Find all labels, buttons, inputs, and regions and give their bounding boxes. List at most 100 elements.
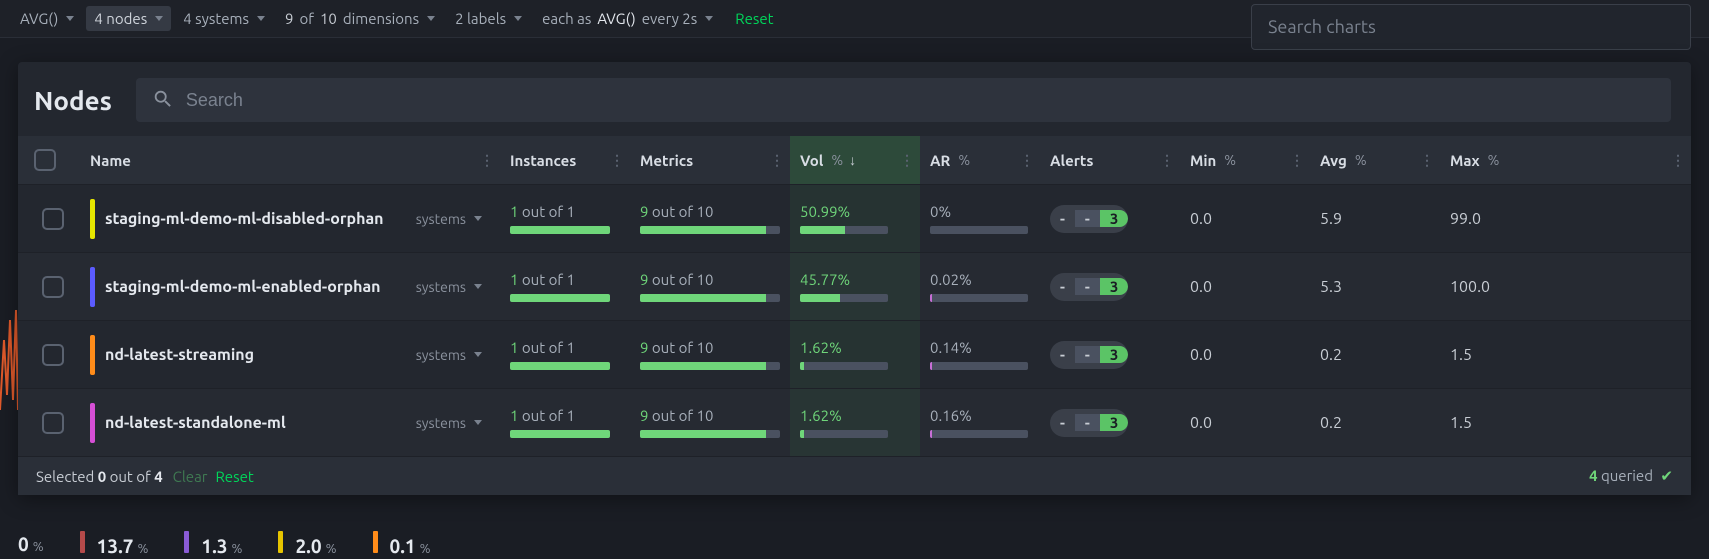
alerts-pill[interactable]: - - 3 xyxy=(1050,409,1128,437)
menu-dots-icon[interactable]: ⋮ xyxy=(480,152,494,169)
panel-search-input[interactable] xyxy=(186,90,1655,111)
avg-value: 5.3 xyxy=(1320,278,1342,296)
chevron-down-icon xyxy=(155,16,163,21)
filter-each[interactable]: each as AVG() every 2s xyxy=(534,6,721,31)
instances-bar xyxy=(510,226,610,234)
systems-chip[interactable]: systems xyxy=(416,279,482,295)
cell-alerts: - - 3 xyxy=(1040,197,1180,241)
vol-bar xyxy=(800,362,888,370)
filter-dimensions[interactable]: 9 of 10 dimensions xyxy=(277,6,443,31)
row-checkbox[interactable] xyxy=(42,208,64,230)
ar-value: 0.16% xyxy=(930,407,1030,424)
queried-count: 4 xyxy=(1589,467,1597,484)
cell-checkbox xyxy=(18,336,80,374)
col-avg[interactable]: Avg%⋮ xyxy=(1310,152,1440,169)
node-name: staging-ml-demo-ml-disabled-orphan xyxy=(105,209,384,229)
alerts-pill[interactable]: - - 3 xyxy=(1050,205,1128,233)
mini-unit: % xyxy=(137,542,148,556)
clear-link[interactable]: Clear xyxy=(173,468,208,485)
reset-link-footer[interactable]: Reset xyxy=(215,468,253,485)
metrics-text: 9 out of 10 xyxy=(640,203,780,220)
chevron-down-icon xyxy=(514,16,522,21)
mini-color-bar xyxy=(80,531,85,553)
cell-ar: 0% xyxy=(920,195,1040,242)
menu-dots-icon[interactable]: ⋮ xyxy=(1290,152,1304,169)
systems-chip[interactable]: systems xyxy=(416,211,482,227)
chevron-down-icon xyxy=(474,352,482,357)
table-row: nd-latest-standalone-ml systems 1 out of… xyxy=(18,388,1691,456)
mini-metric: 0.1 % xyxy=(357,531,447,557)
col-instances[interactable]: Instances⋮ xyxy=(500,152,630,169)
dim-total: 10 xyxy=(320,10,337,27)
metrics-bar xyxy=(640,226,780,234)
table-header: Name⋮ Instances⋮ Metrics⋮ Vol%↓⋮ AR%⋮ Al… xyxy=(18,136,1691,184)
table-row: nd-latest-streaming systems 1 out of 1 9… xyxy=(18,320,1691,388)
filter-agg[interactable]: AVG() xyxy=(12,6,82,31)
row-checkbox[interactable] xyxy=(42,276,64,298)
instances-bar xyxy=(510,430,610,438)
dim-count: 9 xyxy=(285,10,293,27)
mini-color-bar xyxy=(278,531,283,553)
panel-title: Nodes xyxy=(34,86,112,115)
metrics-bar xyxy=(640,362,780,370)
col-max[interactable]: Max%⋮ xyxy=(1440,152,1691,169)
select-all-checkbox[interactable] xyxy=(34,149,56,171)
search-charts-input[interactable]: Search charts xyxy=(1251,4,1691,50)
dim-suffix: dimensions xyxy=(343,10,419,27)
ar-bar xyxy=(930,362,1028,370)
cell-alerts: - - 3 xyxy=(1040,265,1180,309)
systems-chip[interactable]: systems xyxy=(416,415,482,431)
mini-unit: % xyxy=(326,542,337,556)
menu-dots-icon[interactable]: ⋮ xyxy=(1420,152,1434,169)
cell-instances: 1 out of 1 xyxy=(500,195,630,242)
instances-text: 1 out of 1 xyxy=(510,203,620,220)
menu-dots-icon[interactable]: ⋮ xyxy=(1020,152,1034,169)
ar-value: 0.14% xyxy=(930,339,1030,356)
cell-min: 0.0 xyxy=(1180,270,1310,304)
systems-chip[interactable]: systems xyxy=(416,347,482,363)
menu-dots-icon[interactable]: ⋮ xyxy=(1671,152,1685,169)
table-row: staging-ml-demo-ml-disabled-orphan syste… xyxy=(18,184,1691,252)
instances-text: 1 out of 1 xyxy=(510,271,620,288)
filter-systems[interactable]: 4 systems xyxy=(175,6,273,31)
chevron-down-icon xyxy=(474,216,482,221)
chevron-down-icon xyxy=(705,16,713,21)
menu-dots-icon[interactable]: ⋮ xyxy=(770,152,784,169)
col-min[interactable]: Min%⋮ xyxy=(1180,152,1310,169)
row-checkbox[interactable] xyxy=(42,412,64,434)
menu-dots-icon[interactable]: ⋮ xyxy=(900,152,914,169)
ar-value: 0.02% xyxy=(930,271,1030,288)
instances-text: 1 out of 1 xyxy=(510,339,620,356)
metrics-bar xyxy=(640,294,780,302)
vol-value: 45.77% xyxy=(800,271,910,288)
col-ar[interactable]: AR%⋮ xyxy=(920,152,1040,169)
vol-bar xyxy=(800,294,888,302)
menu-dots-icon[interactable]: ⋮ xyxy=(1160,152,1174,169)
alerts-pill[interactable]: - - 3 xyxy=(1050,273,1128,301)
selected-total: 4 xyxy=(154,468,162,485)
panel-search[interactable] xyxy=(136,78,1671,122)
alerts-pill[interactable]: - - 3 xyxy=(1050,341,1128,369)
cell-vol: 1.62% xyxy=(790,321,920,388)
cell-checkbox xyxy=(18,200,80,238)
cell-metrics: 9 out of 10 xyxy=(630,263,790,310)
cell-min: 0.0 xyxy=(1180,338,1310,372)
col-metrics[interactable]: Metrics⋮ xyxy=(630,152,790,169)
search-icon xyxy=(152,88,174,113)
col-vol[interactable]: Vol%↓⋮ xyxy=(790,136,920,184)
col-name[interactable]: Name⋮ xyxy=(80,152,500,169)
col-alerts[interactable]: Alerts⋮ xyxy=(1040,152,1180,169)
cell-vol: 45.77% xyxy=(790,253,920,320)
row-checkbox[interactable] xyxy=(42,344,64,366)
node-name: staging-ml-demo-ml-enabled-orphan xyxy=(105,277,381,297)
cell-alerts: - - 3 xyxy=(1040,401,1180,445)
cell-min: 0.0 xyxy=(1180,202,1310,236)
vol-bar xyxy=(800,226,888,234)
filter-nodes[interactable]: 4 nodes xyxy=(86,6,171,31)
max-value: 100.0 xyxy=(1450,278,1490,296)
chevron-down-icon xyxy=(474,284,482,289)
reset-link[interactable]: Reset xyxy=(735,10,773,27)
chevron-down-icon xyxy=(474,420,482,425)
filter-labels[interactable]: 2 labels xyxy=(447,6,530,31)
menu-dots-icon[interactable]: ⋮ xyxy=(610,152,624,169)
